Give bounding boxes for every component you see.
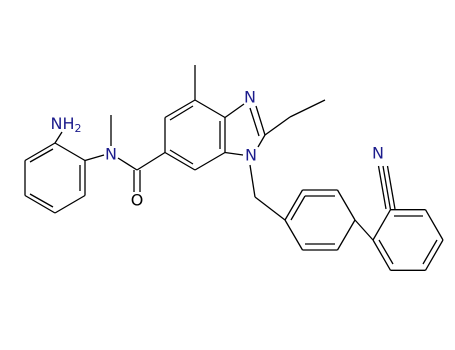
bonds xyxy=(24,65,444,271)
atom-label: N xyxy=(372,144,384,163)
amine-subscript: 2 xyxy=(75,122,82,135)
atom-label: N xyxy=(245,146,257,165)
atom-label: NH2 xyxy=(51,114,82,136)
atom-label: N xyxy=(244,88,256,107)
atom-label: N xyxy=(105,145,117,164)
amine-label: NH xyxy=(51,114,75,133)
atom-label: O xyxy=(131,191,144,210)
